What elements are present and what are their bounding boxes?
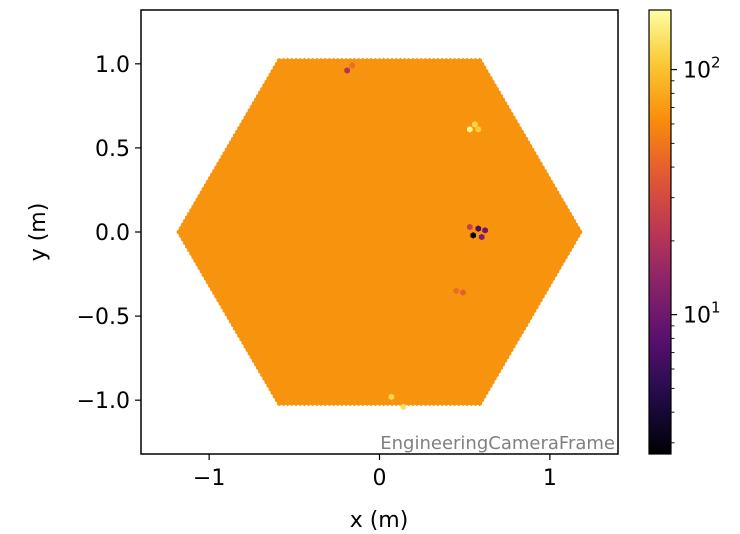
colorbar bbox=[649, 10, 671, 454]
y-tick-label: 0.0 bbox=[95, 221, 130, 246]
camera-pixel-highlight bbox=[460, 289, 466, 296]
x-tick-label: −1 bbox=[193, 466, 225, 491]
camera-pixel-highlight bbox=[475, 126, 482, 133]
camera-pixel-highlight bbox=[470, 232, 476, 239]
y-tick-label: 1.0 bbox=[95, 53, 130, 78]
camera-pixels-baseline bbox=[176, 57, 583, 407]
y-axis-label: y (m) bbox=[26, 203, 51, 262]
colorbar-tick-label: 102 bbox=[683, 54, 721, 84]
x-tick-label: 0 bbox=[373, 466, 387, 491]
y-tick-label: 0.5 bbox=[95, 137, 130, 162]
camera-pixel-highlight bbox=[475, 225, 482, 232]
colorbar-tick-label: 101 bbox=[683, 299, 721, 329]
colorbar-frame bbox=[648, 9, 672, 455]
camera-pixel-highlight bbox=[466, 223, 473, 231]
camera-pixel-highlight bbox=[466, 126, 473, 133]
camera-pixel-image bbox=[176, 57, 583, 411]
x-axis-label: x (m) bbox=[350, 508, 409, 533]
camera-pixel-highlight bbox=[388, 393, 395, 401]
y-tick-label: −0.5 bbox=[77, 305, 130, 330]
camera-pixel-highlight bbox=[482, 227, 488, 234]
camera-pixel-highlight bbox=[349, 62, 356, 69]
frame-label: EngineeringCameraFrame bbox=[380, 433, 615, 454]
camera-pixel-highlight bbox=[400, 403, 407, 411]
camera-pixel-highlight bbox=[344, 67, 350, 74]
colorbar-axis: 101 102 bbox=[671, 54, 721, 444]
camera-pixel-highlight bbox=[453, 287, 459, 295]
camera-pixel-highlight bbox=[478, 233, 485, 241]
x-axis: −1 0 1 bbox=[193, 454, 557, 491]
camera-pixel-highlight bbox=[472, 121, 478, 128]
y-tick-label: −1.0 bbox=[77, 389, 130, 414]
x-tick-label: 1 bbox=[543, 466, 557, 491]
y-axis: −1.0 −0.5 0.0 0.5 1.0 bbox=[77, 53, 141, 414]
